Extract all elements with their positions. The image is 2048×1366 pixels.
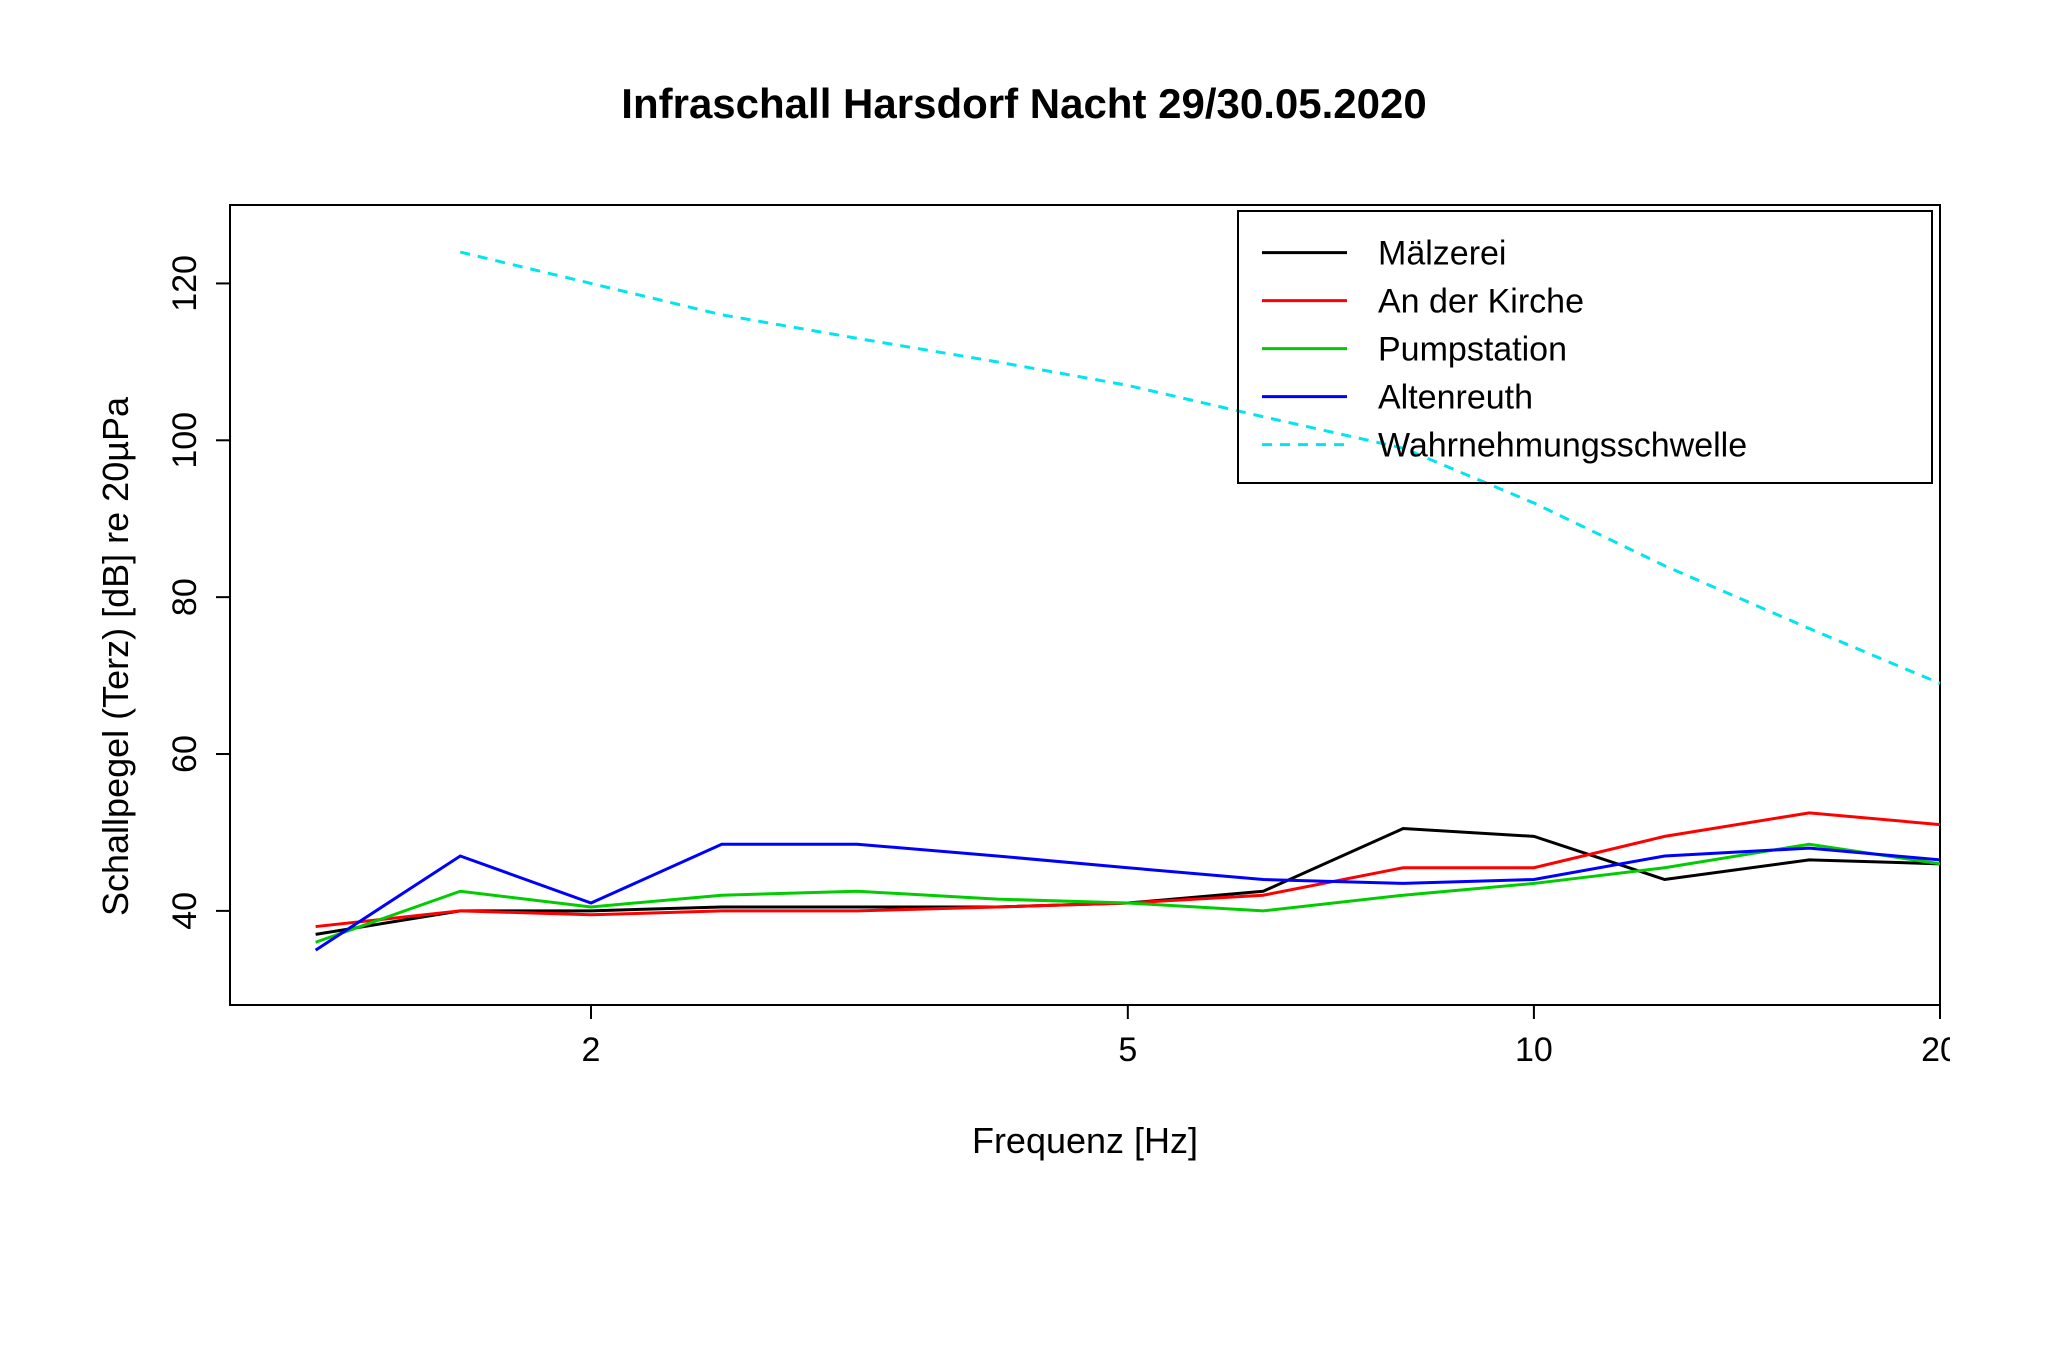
series-pumpstation: [316, 844, 1940, 942]
legend-label-an_der_kirche: An der Kirche: [1378, 283, 1584, 321]
plot-svg: 2 5 10 20 40 60 80 100 120 Mälzerei An der Kirche P…: [80, 195, 1950, 1155]
legend-label-pumpstation: Pumpstation: [1378, 331, 1567, 369]
y-tick-label: 120: [166, 255, 204, 312]
x-tick-label: 20: [1921, 1031, 1950, 1069]
series-altenreuth: [316, 844, 1940, 950]
legend-label-altenreuth: Altenreuth: [1378, 379, 1533, 417]
series-maelzerei: [316, 829, 1940, 935]
y-tick-label: 100: [166, 412, 204, 469]
x-tick-label: 2: [582, 1031, 601, 1069]
legend-label-wahrnehmung: Wahrnehmungsschwelle: [1378, 427, 1747, 465]
plot-border: [230, 205, 1940, 1005]
x-tick-label: 10: [1515, 1031, 1553, 1069]
chart-container: Infraschall Harsdorf Nacht 29/30.05.2020…: [0, 0, 2048, 1366]
y-tick-label: 40: [166, 892, 204, 930]
y-tick-label: 60: [166, 735, 204, 773]
legend-label-maelzerei: Mälzerei: [1378, 235, 1506, 273]
series-wahrnehmung: [460, 252, 1940, 683]
x-tick-label: 5: [1118, 1031, 1137, 1069]
chart-title: Infraschall Harsdorf Nacht 29/30.05.2020: [0, 80, 2048, 128]
y-tick-label: 80: [166, 578, 204, 616]
